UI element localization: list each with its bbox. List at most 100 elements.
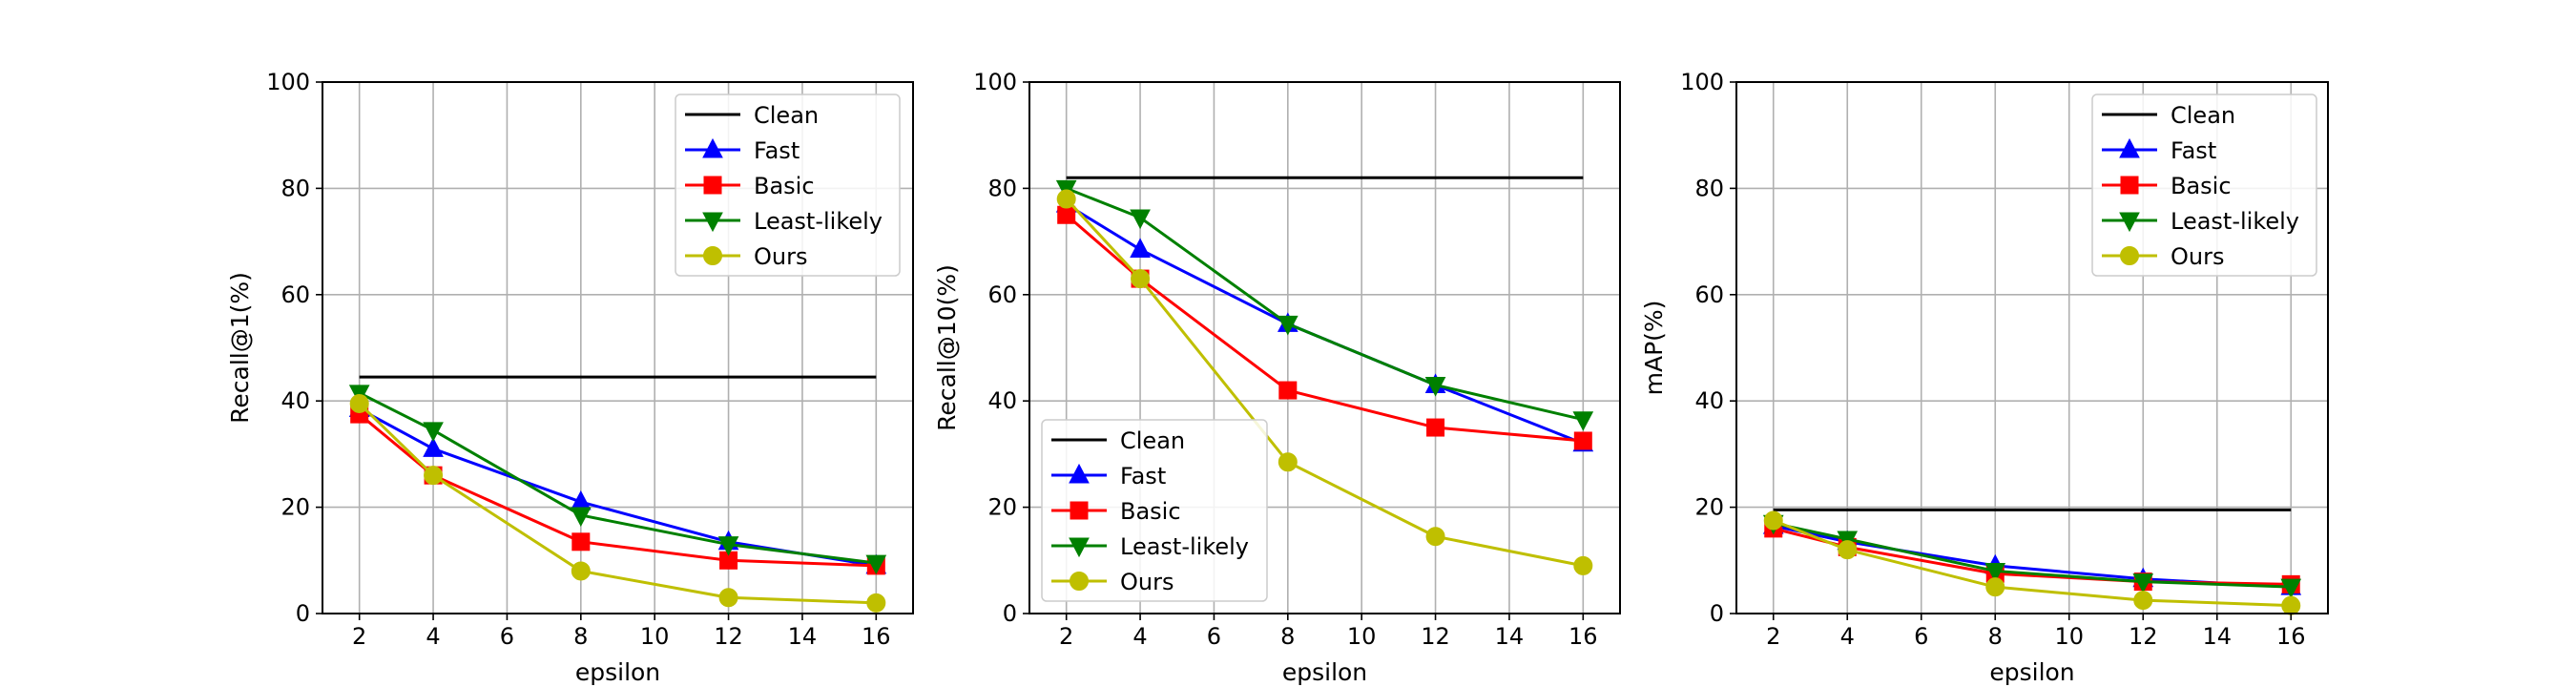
data-point-ours — [1056, 189, 1076, 209]
x-tick-label: 16 — [2276, 623, 2306, 650]
legend-marker — [1070, 572, 1089, 591]
legend-item-least-likely: Least-likely — [685, 208, 883, 235]
legend-marker — [2119, 137, 2140, 158]
data-point-least-likely — [1572, 411, 1594, 431]
data-point-least-likely — [1130, 209, 1151, 230]
x-tick-label: 16 — [1568, 623, 1598, 650]
x-tick-label: 12 — [2129, 623, 2158, 650]
plot-frame — [322, 81, 914, 614]
y-tick-label: 20 — [1694, 494, 1724, 521]
x-tick-label: 12 — [714, 623, 743, 650]
legend-label: Least-likely — [2171, 208, 2299, 235]
legend-marker — [703, 176, 722, 195]
x-tick-label: 14 — [2202, 623, 2232, 650]
x-tick-label: 10 — [640, 623, 670, 650]
legend-label: Ours — [1120, 569, 1174, 595]
data-point-ours — [718, 588, 738, 608]
legend-label: Basic — [2171, 173, 2232, 199]
legend-item-ours: Ours — [685, 243, 807, 270]
legend-item-basic: Basic — [685, 173, 815, 199]
data-point-ours — [1573, 555, 1593, 575]
legend-item-least-likely: Least-likely — [1051, 533, 1249, 560]
x-tick-label: 8 — [573, 623, 588, 650]
y-tick-label: 0 — [1003, 600, 1017, 627]
y-tick-label: 80 — [280, 175, 310, 201]
series-basic — [1057, 205, 1592, 450]
legend-marker — [1069, 537, 1090, 558]
x-tick-label: 12 — [1421, 623, 1450, 650]
x-tick-label: 4 — [1840, 623, 1855, 650]
x-tick-label: 10 — [2054, 623, 2084, 650]
legend-marker — [2119, 212, 2140, 233]
x-tick-label: 2 — [1766, 623, 1780, 650]
plot-frame — [1735, 81, 2329, 614]
data-point-ours — [349, 393, 369, 413]
data-point-ours — [1763, 510, 1783, 531]
legend-item-clean: Clean — [685, 102, 819, 129]
y-tick-label: 40 — [1694, 387, 1724, 414]
series-ours — [1763, 510, 2301, 615]
legend-box — [1041, 419, 1268, 602]
x-tick-label: 8 — [1988, 623, 2003, 650]
series-ours — [1056, 189, 1593, 575]
x-tick-label: 8 — [1280, 623, 1295, 650]
data-point-least-likely — [2132, 573, 2154, 593]
plot-frame — [1028, 81, 1621, 614]
data-point-ours — [1278, 452, 1298, 472]
x-tick-label: 16 — [862, 623, 891, 650]
y-tick-label: 40 — [987, 387, 1017, 414]
legend: Clean Fast Basic Least-likely Ours — [1041, 419, 1268, 602]
data-point-least-likely — [1984, 562, 2006, 583]
legend-marker — [2120, 176, 2139, 195]
y-tick-label: 60 — [280, 281, 310, 308]
legend-box — [2091, 94, 2317, 277]
legend-item-ours: Ours — [2102, 243, 2224, 270]
data-point-ours — [2133, 591, 2153, 611]
legend-label: Fast — [754, 137, 800, 164]
x-axis-label: epsilon — [575, 658, 660, 686]
x-tick-label: 4 — [1132, 623, 1147, 650]
x-tick-label: 4 — [426, 623, 440, 650]
data-point-ours — [1838, 540, 1858, 560]
data-point-basic — [1426, 418, 1445, 437]
chart-2: 2 4 6 8 10 12 14 16 0 20 40 60 80 100 epsilon Recall@10… — [933, 69, 1621, 686]
y-tick-label: 100 — [266, 69, 310, 95]
data-point-basic — [571, 532, 591, 552]
y-tick-label: 60 — [1694, 281, 1724, 308]
series-ours — [349, 393, 886, 613]
data-point-ours — [424, 466, 444, 486]
y-axis-label: Recall@10(%) — [933, 264, 961, 431]
data-point-ours — [866, 593, 886, 613]
x-tick-label: 6 — [500, 623, 514, 650]
legend-item-fast: Fast — [1051, 463, 1166, 489]
y-tick-label: 80 — [1694, 175, 1724, 201]
legend-item-basic: Basic — [2102, 173, 2232, 199]
legend-marker — [1070, 501, 1089, 520]
y-tick-label: 20 — [987, 494, 1017, 521]
legend-label: Basic — [1120, 498, 1181, 525]
data-point-ours — [1425, 527, 1445, 547]
series-least-likely — [348, 385, 887, 575]
legend-label: Fast — [1120, 463, 1166, 489]
legend-label: Fast — [2171, 137, 2216, 164]
chart-3: 2 4 6 8 10 12 14 16 0 20 40 60 80 100 epsilon mAP(%) Cle… — [1640, 69, 2329, 686]
y-tick-label: 20 — [280, 494, 310, 521]
x-axis-label: epsilon — [1989, 658, 2074, 686]
legend-label: Least-likely — [754, 208, 883, 235]
legend-label: Ours — [754, 243, 807, 270]
data-point-ours — [571, 561, 591, 581]
legend-marker — [702, 212, 723, 233]
data-point-least-likely — [717, 536, 739, 556]
x-tick-label: 14 — [1495, 623, 1525, 650]
y-tick-label: 100 — [1680, 69, 1724, 95]
data-point-least-likely — [1277, 315, 1298, 336]
data-point-ours — [2281, 595, 2301, 615]
legend-marker — [702, 137, 723, 158]
legend-item-least-likely: Least-likely — [2102, 208, 2299, 235]
data-point-ours — [1131, 269, 1151, 289]
y-tick-label: 80 — [987, 175, 1017, 201]
x-tick-label: 2 — [1059, 623, 1073, 650]
legend-label: Basic — [754, 173, 815, 199]
legend-item-fast: Fast — [685, 137, 800, 164]
